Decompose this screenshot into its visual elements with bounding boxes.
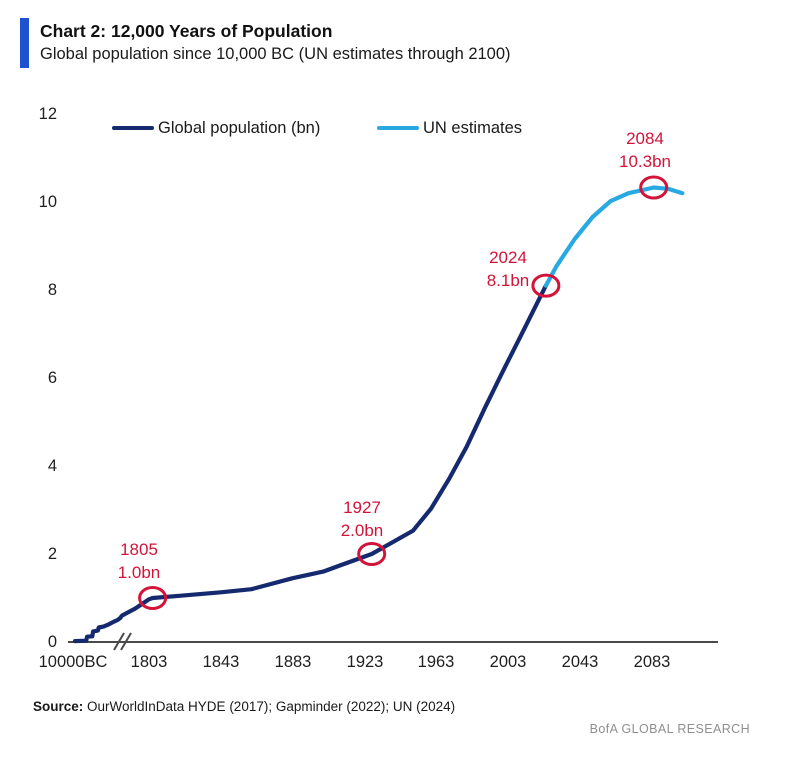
x-axis-label-2083: 2083	[633, 653, 671, 671]
brand-mark: BofA GLOBAL RESEARCH	[589, 722, 750, 736]
milestone-annotation-1927: 1927 2.0bn	[317, 496, 407, 542]
legend-label-global-population: Global population (bn)	[158, 118, 321, 137]
x-axis-label-1803: 1803	[130, 653, 168, 671]
y-axis-label-12: 12	[38, 105, 57, 123]
chart-title: Chart 2: 12,000 Years of Population	[40, 21, 333, 41]
legend-item-un-estimates: UN estimates	[377, 119, 522, 137]
legend-label-un-estimates: UN estimates	[423, 118, 523, 137]
milestone-value-label: 1.0bn	[117, 563, 161, 582]
milestone-annotation-2024: 2024 8.1bn	[463, 246, 553, 292]
chart-subtitle: Global population since 10,000 BC (UN es…	[40, 45, 511, 63]
accent-bar	[20, 18, 29, 68]
milestone-year-label: 2024	[489, 248, 527, 267]
x-axis-label-1883: 1883	[274, 653, 312, 671]
y-axis-label-8: 8	[47, 281, 57, 299]
legend-swatch-un-estimates	[377, 125, 419, 131]
milestone-value-label: 8.1bn	[486, 271, 530, 290]
milestone-annotation-2084: 2084 10.3bn	[600, 127, 690, 173]
legend-item-global-population: Global population (bn)	[112, 119, 320, 137]
source-label: Source:	[33, 699, 84, 714]
y-axis-label-0: 0	[47, 633, 57, 651]
milestone-year-label: 1927	[343, 498, 381, 517]
source-text: OurWorldInData HYDE (2017); Gapminder (2…	[83, 699, 456, 714]
x-axis-label-2043: 2043	[561, 653, 599, 671]
milestone-year-label: 1805	[120, 540, 158, 559]
y-axis-label-6: 6	[47, 369, 57, 387]
x-axis-label-1963: 1963	[417, 653, 455, 671]
y-axis-label-2: 2	[47, 545, 57, 563]
x-axis-label-2003: 2003	[489, 653, 527, 671]
x-axis-label-10000bc: 10000BC	[38, 653, 108, 671]
milestone-annotation-1805: 1805 1.0bn	[94, 538, 184, 584]
milestone-year-label: 2084	[626, 129, 664, 148]
y-axis-label-4: 4	[47, 457, 57, 475]
milestone-value-label: 2.0bn	[340, 521, 384, 540]
legend-swatch-global-population	[112, 125, 154, 131]
milestone-value-label: 10.3bn	[619, 152, 671, 171]
x-axis-label-1843: 1843	[202, 653, 240, 671]
source-note: Source: OurWorldInData HYDE (2017); Gapm…	[33, 699, 455, 714]
y-axis-label-10: 10	[38, 193, 57, 211]
x-axis-label-1923: 1923	[346, 653, 384, 671]
